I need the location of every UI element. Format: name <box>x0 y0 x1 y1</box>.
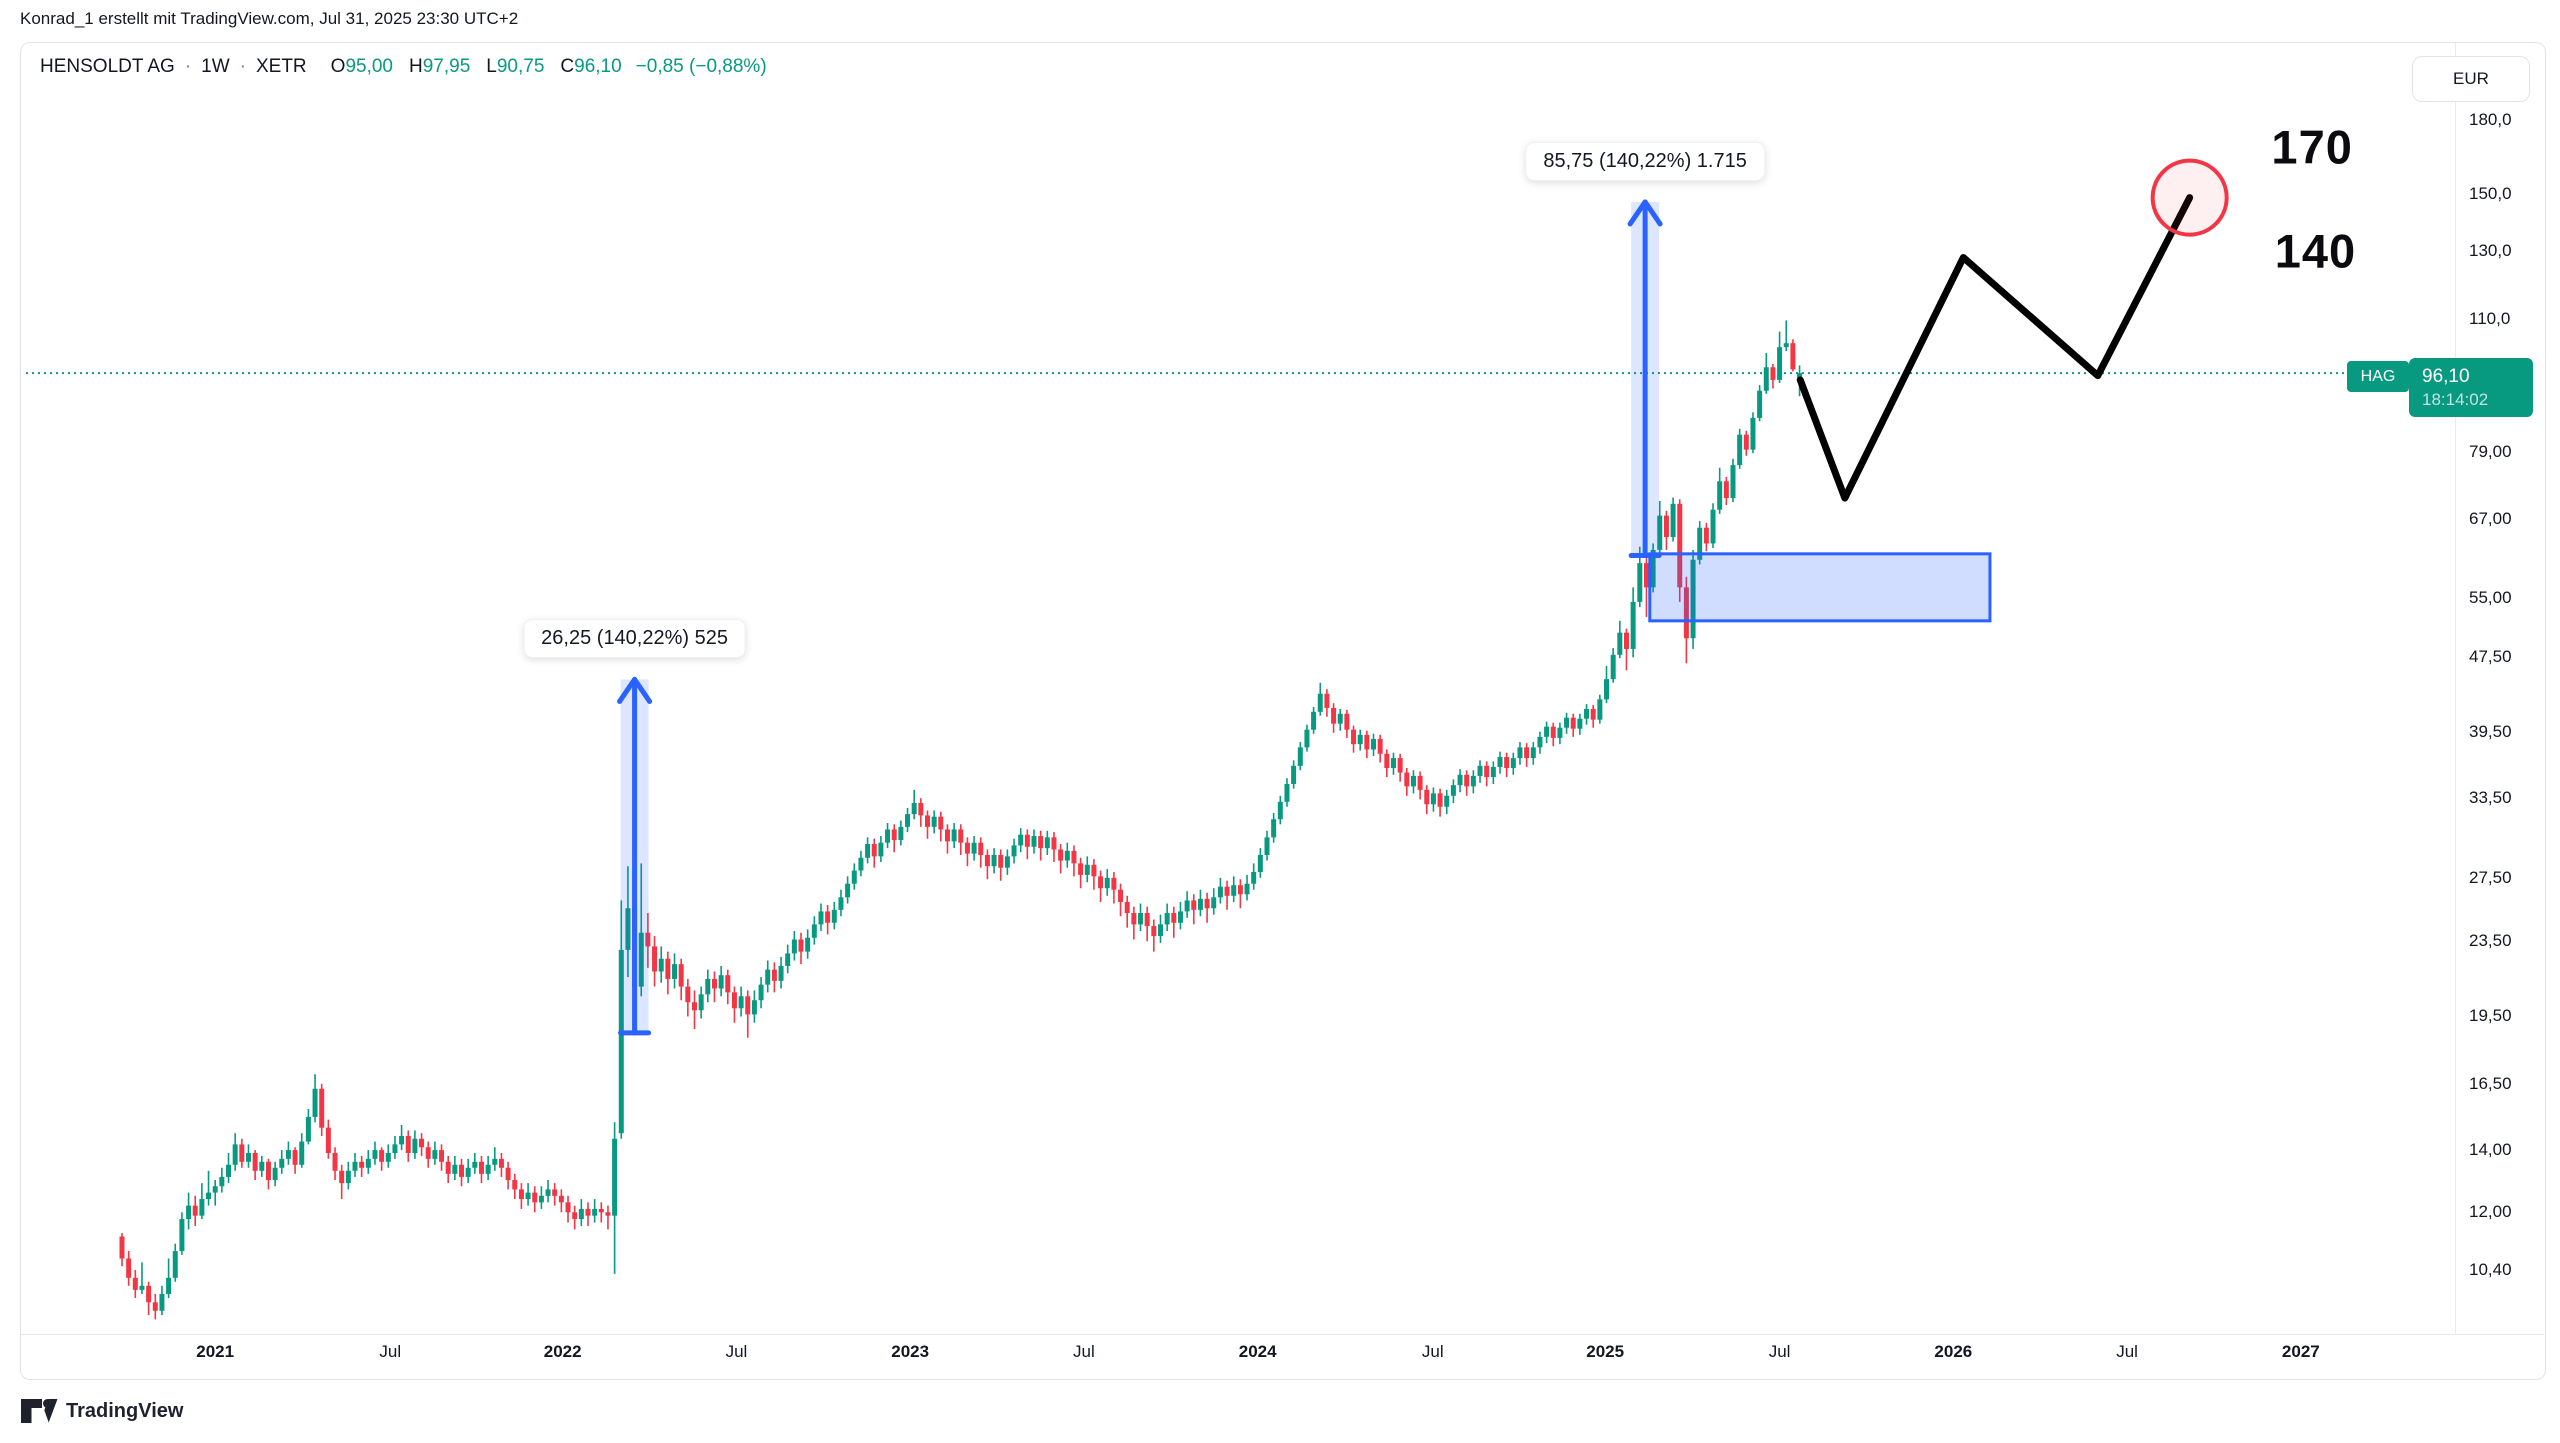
target-circle[interactable] <box>2150 158 2229 237</box>
candlestick-series[interactable] <box>119 320 1803 1320</box>
time-label: 2024 <box>1238 1342 1277 1361</box>
legend-separator: · <box>184 56 192 77</box>
price-target-140: 140 <box>2274 224 2357 278</box>
last-price-value: 96,10 <box>2422 365 2470 387</box>
price-tick-label: 67,00 <box>2469 508 2512 528</box>
countdown-timer: 18:14:02 <box>2422 389 2489 409</box>
price-tick-label: 14,00 <box>2469 1140 2512 1160</box>
attribution-text: Konrad_1 erstellt mit TradingView.com, J… <box>20 9 519 28</box>
ohlc-item-l: L90,75 <box>486 56 545 77</box>
price-tick-label: 12,00 <box>2469 1202 2512 1222</box>
change-value: −0,85 (−0,88%) <box>635 56 767 77</box>
ohlc-item-c: C96,10 <box>560 56 622 77</box>
ohlc-item-o: O95,00 <box>330 56 393 77</box>
price-tick-label: 55,00 <box>2469 588 2512 608</box>
price-tick-label: 180,0 <box>2469 110 2512 129</box>
time-label: 2021 <box>196 1342 235 1361</box>
price-tick-label: 150,0 <box>2469 183 2512 203</box>
time-label: 2026 <box>1934 1342 1973 1361</box>
price-tick-label: 10,40 <box>2469 1260 2512 1279</box>
legend-separator: · <box>239 56 246 77</box>
time-scale-divider <box>21 1334 2544 1335</box>
interval-label: 1W <box>201 56 230 77</box>
measure-2022-arrow[interactable] <box>617 676 653 1036</box>
time-label: Jul <box>2116 1342 2138 1361</box>
time-label: Jul <box>1421 1342 1444 1361</box>
price-tick-label: 19,50 <box>2469 1006 2512 1026</box>
exchange-label: XETR <box>255 56 307 77</box>
symbol-badge-text: HAG <box>2360 367 2396 385</box>
price-tick-label: 130,0 <box>2469 241 2512 261</box>
time-label: 2025 <box>1586 1342 1625 1361</box>
time-label: Jul <box>1768 1342 1791 1361</box>
price-tick-label: 33,50 <box>2469 788 2512 808</box>
tradingview-logo-icon <box>21 1399 58 1423</box>
currency-label: EUR <box>2453 69 2489 88</box>
tradingview-footer-link[interactable]: TradingView <box>20 1398 183 1424</box>
tradingview-brand-text: TradingView <box>66 1399 184 1422</box>
measure-2022-label: 26,25 (140,22%) 525 <box>523 619 746 659</box>
price-tick-label: 47,50 <box>2469 647 2512 667</box>
price-tick-label: 39,50 <box>2469 721 2512 741</box>
time-label: Jul <box>1073 1342 1095 1361</box>
last-price-badge: 96,10 18:14:02 <box>2409 358 2533 417</box>
price-target-170: 170 <box>2271 120 2353 174</box>
symbol-title: HENSOLDT AG <box>40 56 175 77</box>
price-tick-label: 27,50 <box>2469 867 2512 887</box>
time-label: Jul <box>379 1342 402 1361</box>
time-label: Jul <box>725 1342 748 1361</box>
ohlc-values: O95,00 H97,95 L90,75 C96,10 <box>331 56 622 78</box>
time-label: 2027 <box>2281 1342 2320 1361</box>
measure-2025-label: 85,75 (140,22%) 1.715 <box>1525 141 1765 181</box>
price-tick-label: 23,50 <box>2469 931 2512 951</box>
price-tick-label: 16,50 <box>2469 1073 2512 1093</box>
currency-button[interactable]: EUR <box>2412 56 2530 102</box>
price-scale-divider <box>2455 43 2456 1334</box>
price-tick-label: 79,00 <box>2469 442 2512 462</box>
measure-2025-arrow[interactable] <box>1627 199 1663 558</box>
projection-zigzag-line[interactable] <box>1796 194 2194 502</box>
time-label: 2022 <box>543 1342 582 1361</box>
demand-zone-box[interactable] <box>1648 552 1992 623</box>
price-tick-label: 110,0 <box>2469 308 2511 328</box>
symbol-price-axis-badge: HAG <box>2347 361 2409 392</box>
ohlc-item-h: H97,95 <box>408 56 471 77</box>
time-label: 2023 <box>891 1342 930 1361</box>
chart-legend: HENSOLDT AG · 1W · XETR O95,00 H97,95 L90,… <box>40 52 767 82</box>
